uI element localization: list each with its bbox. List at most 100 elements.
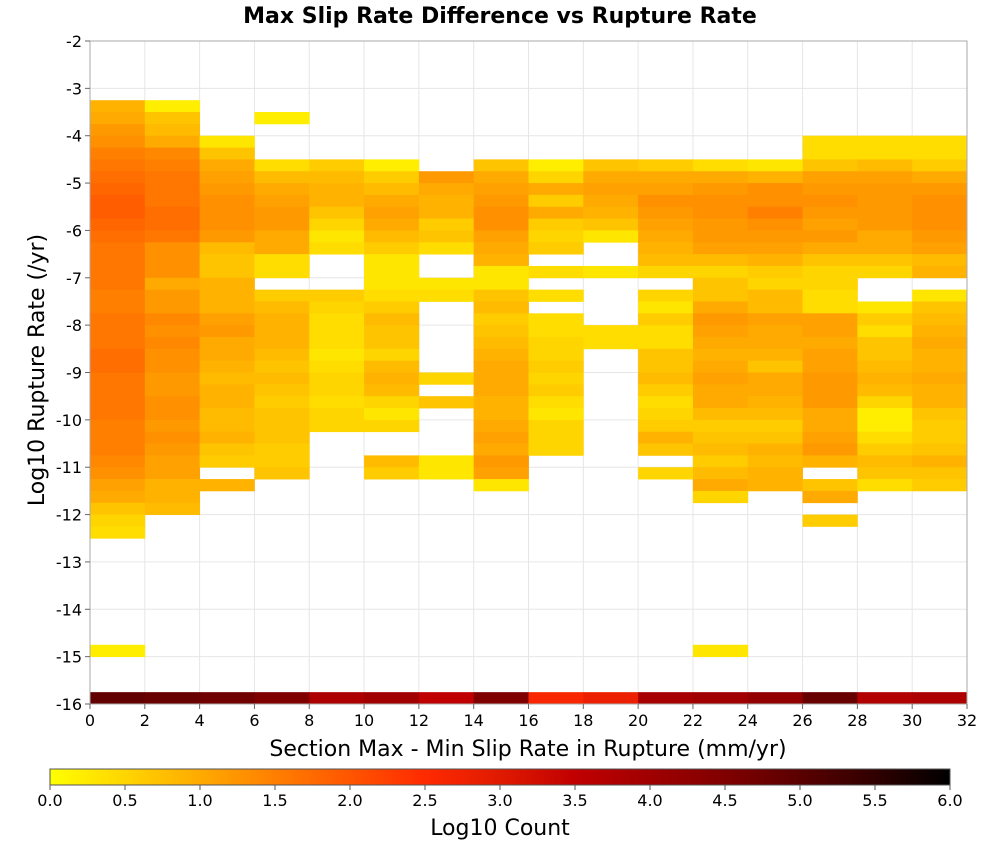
heatmap-cell <box>254 301 310 314</box>
heatmap-cell <box>583 336 639 350</box>
heatmap-cell <box>857 455 913 468</box>
y-tick-label: -13 <box>56 553 82 572</box>
x-tick-label: 4 <box>195 711 205 730</box>
heatmap-cell <box>199 336 255 350</box>
heatmap-cell <box>418 242 475 255</box>
heatmap-cell <box>692 194 749 208</box>
x-tick-label: 32 <box>957 711 977 730</box>
heatmap-cell <box>747 348 803 362</box>
heatmap-cell <box>254 159 310 172</box>
heatmap-cell <box>144 159 201 172</box>
heatmap-cell <box>473 183 529 196</box>
heatmap-cell <box>747 396 803 409</box>
heatmap-cell <box>90 479 146 492</box>
heatmap-cell <box>254 408 310 421</box>
colorbar-tick-label: 1.0 <box>187 791 212 810</box>
x-tick-label: 26 <box>792 711 812 730</box>
heatmap-cell <box>90 514 146 527</box>
heatmap-cell <box>857 325 913 338</box>
heatmap-cell <box>144 419 201 433</box>
heatmap-cell <box>747 183 803 196</box>
heatmap-cell <box>309 194 365 208</box>
heatmap-cell <box>528 313 584 326</box>
heatmap-cell <box>364 419 420 433</box>
heatmap-cell <box>90 123 146 137</box>
x-tick-label: 10 <box>354 711 374 730</box>
heatmap-cell <box>199 254 255 267</box>
heatmap-cell <box>418 396 475 409</box>
heatmap-cell <box>747 408 803 421</box>
heatmap-cell <box>912 419 968 433</box>
heatmap-cell <box>309 171 365 184</box>
heatmap-cell <box>802 325 858 338</box>
heatmap-cell <box>199 289 255 302</box>
heatmap-cell <box>857 313 913 326</box>
heatmap-cell <box>364 289 420 302</box>
heatmap-cell <box>144 479 201 492</box>
heatmap-cell <box>254 372 310 385</box>
heatmap-cell <box>912 242 968 255</box>
heatmap-cell <box>528 396 584 409</box>
heatmap-cell <box>254 348 310 362</box>
heatmap-cell <box>144 408 201 421</box>
heatmap-cell <box>473 313 529 326</box>
heatmap-cell <box>692 289 749 302</box>
heatmap-cell <box>473 325 529 338</box>
heatmap-cell <box>418 467 475 480</box>
heatmap-cell <box>912 301 968 314</box>
colorbar-tick-label: 5.5 <box>862 791 887 810</box>
heatmap-cell <box>528 289 584 302</box>
heatmap-cell <box>90 159 146 172</box>
heatmap-cell <box>473 431 529 444</box>
heatmap-cell <box>857 408 913 421</box>
heatmap-cell <box>90 408 146 421</box>
heatmap-cell <box>199 455 255 468</box>
heatmap-cell <box>309 159 365 172</box>
x-axis-label: Section Max - Min Slip Rate in Rupture (… <box>269 737 786 762</box>
heatmap-cell <box>144 112 201 125</box>
heatmap-cell <box>747 206 803 219</box>
heatmap-cell <box>802 218 858 231</box>
heatmap-cell <box>857 254 913 267</box>
heatmap-cell <box>692 396 749 409</box>
heatmap-cell <box>254 360 310 373</box>
heatmap-cell <box>473 265 529 279</box>
x-tick-label: 6 <box>249 711 259 730</box>
colorbar-tick-label: 3.0 <box>487 791 512 810</box>
colorbar-tick-label: 5.0 <box>787 791 812 810</box>
heatmap-cell <box>857 360 913 373</box>
heatmap-cell <box>802 692 858 705</box>
heatmap-cell <box>199 242 255 255</box>
heatmap-cell <box>364 384 420 397</box>
y-tick-label: -10 <box>56 411 82 430</box>
heatmap-cell <box>309 336 365 350</box>
heatmap-cell <box>90 384 146 397</box>
heatmap-cell <box>418 230 475 243</box>
heatmap-cell <box>747 443 803 456</box>
heatmap-cell <box>747 171 803 184</box>
heatmap-cell <box>144 443 201 456</box>
heatmap-cell <box>583 218 639 231</box>
heatmap-cell <box>692 183 749 196</box>
heatmap-cell <box>638 218 694 231</box>
heatmap-cell <box>692 159 749 172</box>
heatmap-cell <box>638 348 694 362</box>
heatmap-cell <box>912 348 968 362</box>
heatmap-cell <box>90 135 146 148</box>
heatmap-cell <box>747 479 803 492</box>
heatmap-cell <box>912 230 968 243</box>
heatmap-cell <box>309 692 365 705</box>
y-tick-label: -6 <box>66 221 82 240</box>
heatmap-cell <box>857 479 913 492</box>
y-tick-label: -2 <box>66 32 82 51</box>
heatmap-cell <box>473 194 529 208</box>
heatmap-cell <box>912 479 968 492</box>
heatmap-cell <box>473 479 529 492</box>
heatmap-cell <box>364 265 420 279</box>
heatmap-cell <box>254 419 310 433</box>
heatmap-cell <box>747 265 803 279</box>
heatmap-cell <box>857 431 913 444</box>
heatmap-cell <box>638 431 694 444</box>
y-axis-ticks: -2 -3 -4 -5 -6 -7 -8 -9 -10 -11 -12 -13 -14 -15 -16 <box>56 32 90 714</box>
heatmap-cell <box>144 490 201 504</box>
